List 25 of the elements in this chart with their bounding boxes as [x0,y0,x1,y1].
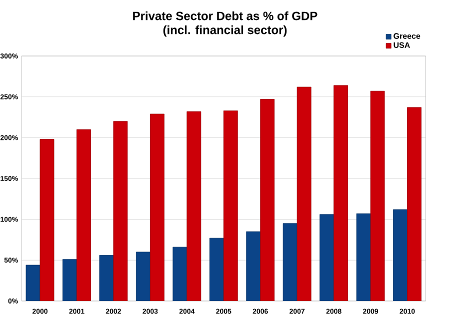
bar [223,110,238,301]
legend-label: USA [394,42,410,48]
bar [76,129,91,301]
legend-label: Greece [394,33,420,39]
bar [99,255,114,301]
bar [209,238,224,301]
bar [136,252,150,301]
bar [320,214,334,301]
bar [26,264,40,301]
bar [407,107,422,301]
bar [370,90,385,301]
bar [356,213,371,301]
bar [62,259,77,301]
bar [296,86,312,301]
bar [334,85,348,301]
bar [172,246,188,301]
bar [150,114,164,301]
bar [186,111,202,301]
bar [40,139,54,301]
bar [393,209,408,301]
bar [260,99,275,301]
bar [113,121,128,301]
chart-title: Private Sector Debt as % of GDP (incl. financial sector) [133,11,318,37]
bar [282,223,298,301]
bar [246,231,261,301]
